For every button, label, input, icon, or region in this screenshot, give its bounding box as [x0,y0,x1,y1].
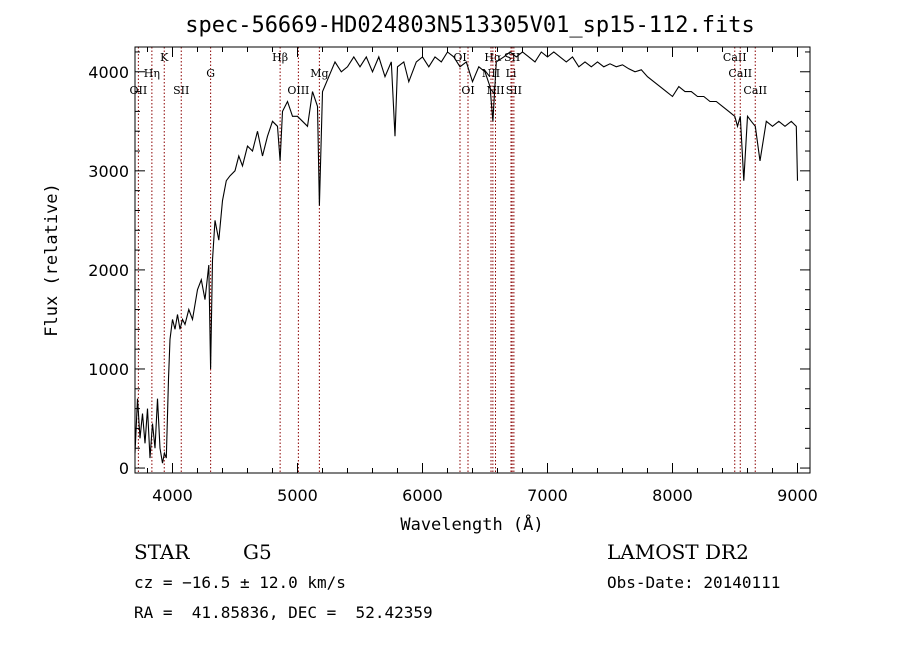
spectrum-series-line [134,51,799,464]
spectral-line-label: CaII [743,84,767,97]
spectral-line-label: OII [130,84,148,97]
plot-frame [134,46,811,474]
spectral-line-label: Hβ [272,51,288,64]
spectral-line-label: CaII [728,67,752,80]
spectral-line-label: NII [486,84,504,97]
obs-date-text: Obs-Date: 20140111 [607,573,781,592]
spectral-line-label: NII [482,67,500,80]
y-tick-label: 2000 [88,261,129,280]
spectral-line-label: SII [504,51,520,64]
spectral-line-label: OI [461,84,474,97]
spectral-line-label: OIII [287,84,309,97]
y-tick-label: 1000 [88,360,129,379]
x-tick-label: 4000 [152,486,193,505]
spectral-line-label: OI [453,51,466,64]
spectral-line-label: Hα [484,51,502,64]
survey-name: LAMOST DR2 [607,540,749,564]
spectral-line-label: G [206,67,215,80]
x-tick-label: 6000 [402,486,443,505]
spectral-line-label: Mg [310,67,328,80]
x-tick-label: 8000 [652,486,693,505]
x-tick-label: 7000 [527,486,568,505]
object-class: STAR [134,540,190,564]
spectral-line-label: SII [173,84,189,97]
redshift-text: cz = −16.5 ± 12.0 km/s [134,573,346,592]
x-tick-label: 9000 [777,486,818,505]
y-axis-label: Flux (relative) [42,183,62,337]
spectral-line-label: Hη [144,67,160,80]
spectral-line-label: Li [506,67,517,80]
y-tick-label: 0 [119,459,129,478]
y-tick-label: 3000 [88,162,129,181]
object-subclass: G5 [243,540,272,564]
spectral-line-label: CaII [723,51,747,64]
spectral-line-markers: OIIHηKSIIGHβOIIIMgOIOIHαNIINIISIILiSIICa… [130,47,767,473]
spectral-line-label: SII [506,84,522,97]
x-axis-label: Wavelength (Å) [400,513,543,535]
x-tick-label: 5000 [277,486,318,505]
chart-title: spec-56669-HD024803N513305V01_sp15-112.f… [185,13,755,38]
coordinates-text: RA = 41.85836, DEC = 52.42359 [134,603,433,622]
axis-ticks: 4000 5000 6000 7000 8000 9000 0 1000 2000 3000 400… [88,47,818,505]
y-tick-label: 4000 [88,63,129,82]
spectral-line-label: K [160,51,169,64]
